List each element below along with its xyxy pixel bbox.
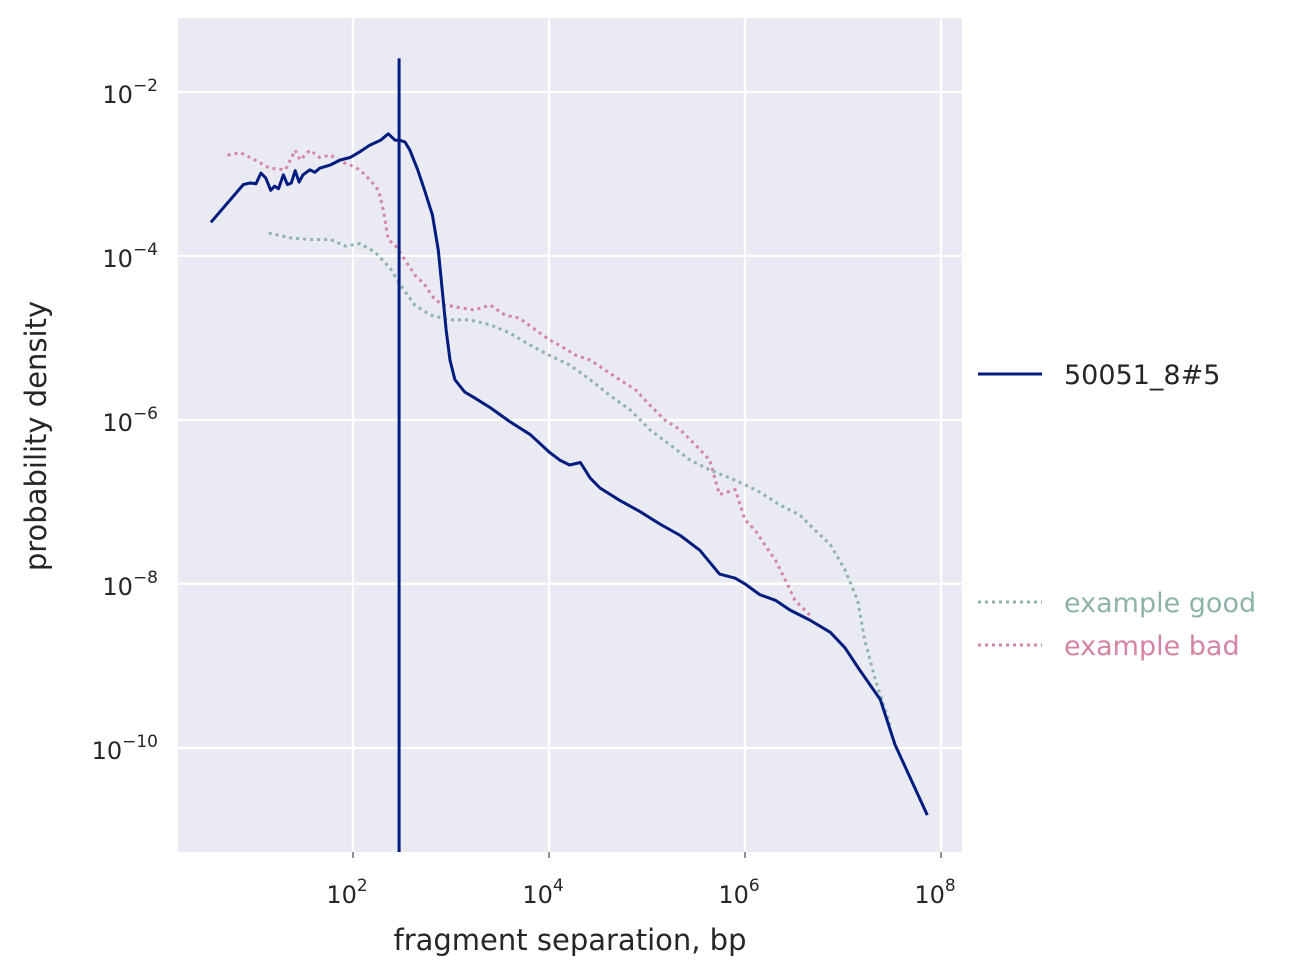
x-tick-label: 104 bbox=[522, 876, 563, 909]
series-line-50051-8-5 bbox=[209, 132, 929, 816]
series-line-example-bad bbox=[227, 148, 811, 617]
y-tick-exponent: −4 bbox=[133, 240, 158, 260]
x-tick-exponent: 6 bbox=[749, 876, 760, 896]
y-tick-exponent: −10 bbox=[122, 732, 158, 752]
y-tick-exponent: −8 bbox=[133, 568, 158, 588]
x-tick-exponent: 4 bbox=[553, 876, 564, 896]
y-tick-base: 10 bbox=[92, 737, 123, 765]
y-tick-label: 10−4 bbox=[102, 240, 158, 273]
legend-label: example bad bbox=[1064, 631, 1240, 662]
y-tick-label: 10−10 bbox=[92, 732, 158, 765]
x-tick-exponent: 8 bbox=[945, 876, 956, 896]
y-tick-base: 10 bbox=[102, 573, 133, 601]
y-tick-exponent: −6 bbox=[133, 404, 158, 424]
y-tick-base: 10 bbox=[102, 409, 133, 437]
x-tick-labels: 102 104 106 108 bbox=[326, 876, 955, 909]
x-tick-label: 106 bbox=[718, 876, 759, 909]
y-axis-label: probability density bbox=[19, 301, 53, 571]
legend-label: 50051_8#5 bbox=[1064, 360, 1220, 391]
x-tick-label: 102 bbox=[326, 876, 367, 909]
series-line-example-good bbox=[268, 231, 892, 726]
y-tick-exponent: −2 bbox=[133, 76, 158, 96]
x-tick-label: 108 bbox=[914, 876, 955, 909]
plot-background bbox=[178, 18, 962, 852]
y-tick-label: 10−2 bbox=[102, 76, 158, 109]
y-tick-labels: 10−210−410−610−810−10 bbox=[92, 76, 158, 765]
y-tick-label: 10−6 bbox=[102, 404, 158, 437]
series-layer bbox=[209, 58, 929, 852]
y-tick-base: 10 bbox=[102, 81, 133, 109]
x-axis-label: fragment separation, bp bbox=[394, 923, 747, 957]
x-tick-exponent: 2 bbox=[357, 876, 368, 896]
grid bbox=[178, 18, 962, 858]
y-tick-label: 10−8 bbox=[102, 568, 158, 601]
legend-label: example good bbox=[1064, 588, 1256, 619]
y-tick-base: 10 bbox=[102, 245, 133, 273]
